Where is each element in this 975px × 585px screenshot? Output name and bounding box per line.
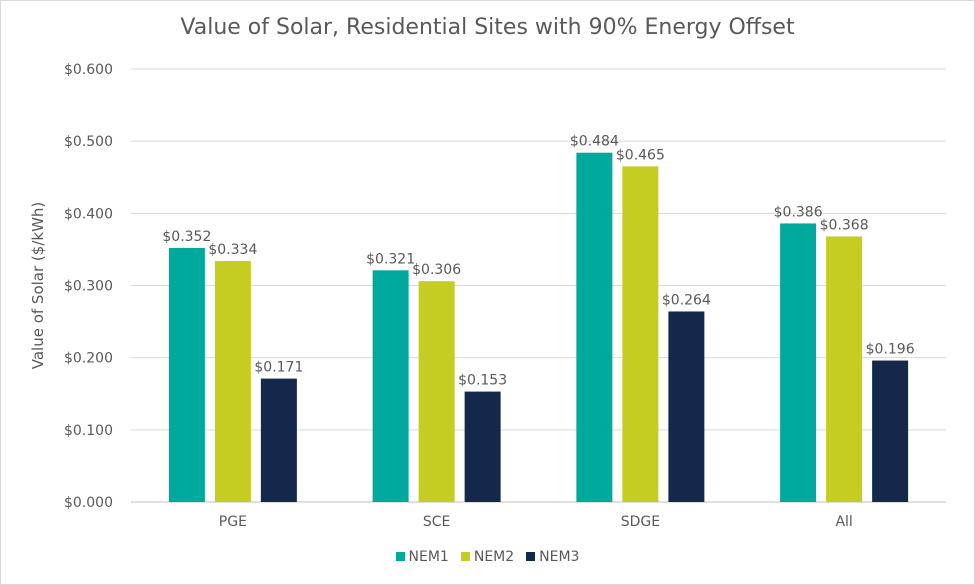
data-label: $0.465: [616, 147, 665, 163]
chart-title: Value of Solar, Residential Sites with 9…: [180, 15, 795, 40]
y-tick-label: $0.200: [64, 351, 113, 367]
x-tick-label: SDGE: [621, 514, 660, 530]
x-tick-label: SCE: [423, 514, 451, 530]
data-label: $0.368: [820, 217, 869, 233]
legend-swatch: [460, 552, 470, 561]
legend: NEM1 NEM2 NEM3: [1, 549, 974, 565]
legend-swatch: [395, 552, 405, 561]
bar-nem3: [872, 360, 909, 502]
legend-label: NEM3: [539, 549, 580, 565]
y-tick-label: $0.100: [64, 423, 113, 439]
x-tick-label: All: [835, 514, 852, 530]
data-label: $0.196: [866, 342, 915, 358]
data-label: $0.484: [570, 134, 619, 150]
bar-nem2: [826, 236, 863, 502]
bar-nem1: [168, 247, 205, 502]
legend-swatch: [526, 552, 536, 561]
x-tick-label: PGE: [219, 514, 247, 530]
y-axis-label: Value of Solar ($/kWh): [29, 202, 47, 370]
y-tick-label: $0.400: [64, 206, 113, 222]
data-label: $0.321: [366, 251, 415, 267]
bar-nem3: [668, 311, 705, 502]
data-label: $0.352: [162, 229, 211, 245]
bar-nem1: [576, 152, 613, 503]
bar-nem3: [464, 391, 501, 502]
bar-nem1: [780, 223, 817, 503]
data-label: $0.153: [458, 373, 507, 389]
y-tick-label: $0.300: [64, 279, 113, 295]
bar-nem2: [622, 166, 659, 503]
data-label: $0.306: [412, 262, 461, 278]
bar-nem2: [214, 260, 251, 502]
data-label: $0.264: [662, 292, 711, 308]
data-label: $0.334: [208, 242, 257, 258]
bar-nem2: [418, 281, 455, 502]
bar-nem3: [260, 378, 297, 502]
legend-item: NEM2: [460, 549, 515, 565]
legend-item: NEM1: [395, 549, 449, 565]
y-tick-label: $0.000: [64, 495, 113, 511]
data-label: $0.171: [254, 360, 303, 376]
data-label: $0.386: [774, 204, 823, 220]
legend-label: NEM1: [408, 549, 449, 565]
y-tick-label: $0.600: [64, 62, 113, 78]
bar-nem1: [372, 270, 409, 502]
legend-label: NEM2: [473, 549, 515, 565]
y-tick-label: $0.500: [64, 134, 113, 150]
legend-item: NEM3: [526, 549, 579, 565]
